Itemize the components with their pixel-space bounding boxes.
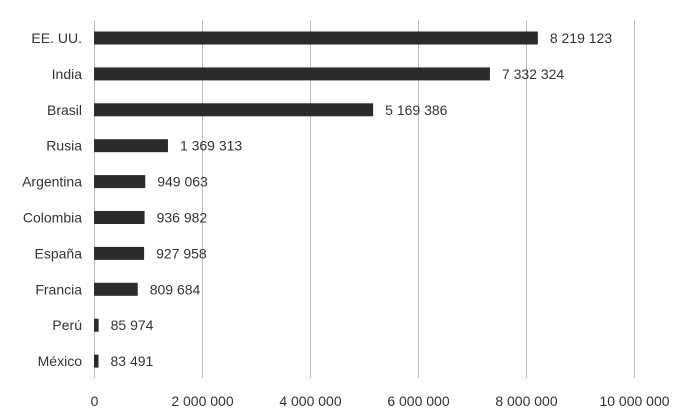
category-label: Argentina (22, 174, 82, 190)
value-labels: 8 219 123 7 332 324 5 169 386 1 369 313 949 … (111, 30, 613, 369)
data-label: 927 958 (156, 245, 207, 261)
bar (94, 175, 146, 189)
category-label: Brasil (47, 102, 82, 118)
x-tick-label: 8 000 000 (495, 393, 557, 409)
category-label: Perú (52, 317, 82, 333)
bar (94, 67, 490, 81)
x-tick-label: 2 000 000 (171, 393, 233, 409)
bars (94, 31, 538, 368)
bar (94, 354, 99, 368)
data-label: 7 332 324 (502, 66, 564, 82)
x-tick-label: 6 000 000 (387, 393, 449, 409)
category-label: EE. UU. (31, 30, 82, 46)
data-label: 949 063 (157, 174, 208, 190)
data-label: 8 219 123 (550, 30, 612, 46)
bar (94, 282, 138, 296)
data-label: 936 982 (157, 210, 208, 226)
category-label: España (35, 245, 83, 261)
data-label: 1 369 313 (180, 138, 242, 154)
category-label: Colombia (23, 210, 82, 226)
category-label: México (38, 353, 83, 369)
data-label: 809 684 (150, 281, 201, 297)
bar (94, 139, 168, 153)
bar (94, 103, 374, 117)
bar (94, 318, 99, 332)
bar (94, 31, 538, 45)
data-label: 5 169 386 (385, 102, 447, 118)
x-tick-label: 4 000 000 (279, 393, 341, 409)
category-label: Francia (35, 281, 82, 297)
bar (94, 246, 145, 260)
bar (94, 211, 145, 224)
x-tick-label: 10 000 000 (599, 393, 669, 409)
x-tick-label: 0 (91, 393, 99, 409)
data-label: 85 974 (111, 317, 154, 333)
data-label: 83 491 (111, 353, 154, 369)
category-labels: EE. UU. India Brasil Rusia Argentina Colombia… (22, 30, 82, 369)
category-label: India (52, 66, 83, 82)
x-axis-tick-labels: 0 2 000 000 4 000 000 6 000 000 8 000 000 10 … (91, 393, 670, 409)
category-label: Rusia (46, 138, 82, 154)
